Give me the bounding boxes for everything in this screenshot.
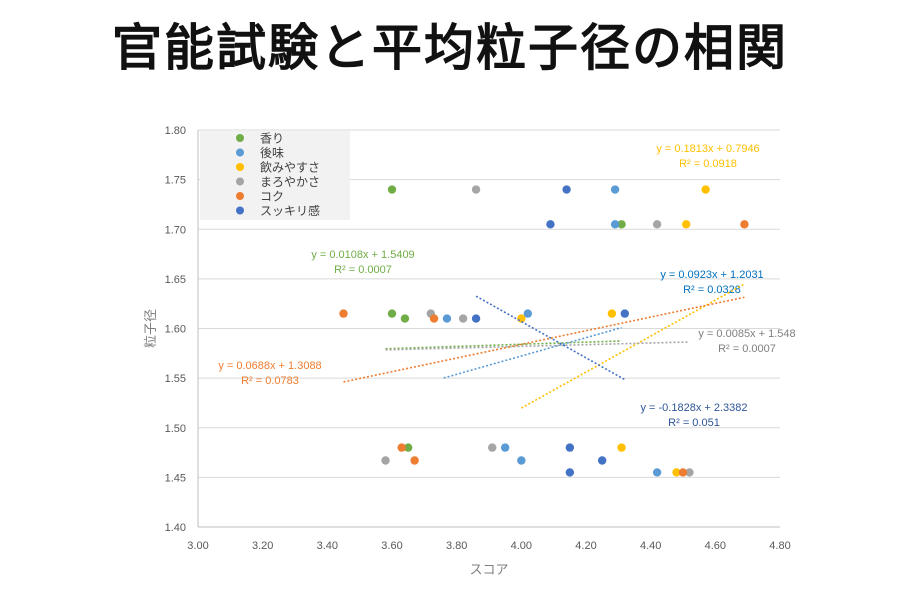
- data-point: [620, 309, 629, 318]
- data-point: [610, 220, 620, 229]
- data-point: [597, 456, 607, 465]
- x-tick-label: 3.20: [252, 540, 273, 552]
- x-axis-label: スコア: [469, 563, 508, 578]
- data-point: [403, 443, 413, 452]
- x-tick-label: 4.20: [575, 540, 596, 552]
- legend-box: [200, 131, 350, 220]
- trendline-label: y = 0.0085x + 1.548: [698, 328, 795, 340]
- x-tick-label: 3.60: [381, 540, 402, 552]
- data-point: [471, 185, 481, 194]
- legend-marker: [236, 177, 244, 186]
- y-tick-label: 1.70: [165, 224, 186, 236]
- data-point: [672, 468, 681, 477]
- trendline-label: R² = 0.0783: [241, 375, 299, 387]
- y-tick-label: 1.80: [165, 125, 186, 137]
- data-point: [701, 185, 710, 194]
- legend-label: 後味: [260, 146, 284, 160]
- data-point: [652, 220, 662, 229]
- data-point: [678, 468, 688, 477]
- trendline-label: y = 0.0688x + 1.3088: [218, 360, 321, 372]
- x-tick-label: 4.00: [511, 540, 532, 552]
- data-point: [410, 456, 419, 465]
- legend-marker: [236, 192, 244, 200]
- data-point: [387, 309, 397, 318]
- data-point: [652, 468, 662, 477]
- x-tick-label: 4.80: [769, 540, 790, 552]
- data-point: [442, 314, 452, 323]
- x-tick-label: 3.00: [187, 540, 208, 552]
- data-point: [397, 443, 406, 452]
- trendline: [443, 326, 622, 379]
- trendline-label: R² = 0.0328: [683, 284, 741, 296]
- legend-label: 飲みやすさ: [260, 160, 320, 175]
- trendline-label: R² = 0.0918: [679, 158, 737, 170]
- data-point: [500, 443, 510, 452]
- trendline-label: y = 0.0108x + 1.5409: [311, 249, 414, 261]
- trendline-label: R² = 0.0007: [718, 343, 776, 355]
- trendline-label: R² = 0.0007: [334, 264, 392, 276]
- legend-marker: [236, 163, 244, 171]
- data-point: [517, 456, 526, 465]
- data-point: [458, 314, 468, 323]
- trendline-label: R² = 0.051: [668, 417, 720, 429]
- x-tick-label: 3.80: [446, 540, 467, 552]
- y-tick-label: 1.65: [165, 274, 186, 286]
- legend-marker: [236, 134, 244, 142]
- page-title: 官能試験と平均粒子径の相関: [112, 19, 788, 77]
- data-point: [471, 314, 481, 323]
- x-tick-label: 4.40: [640, 540, 661, 552]
- trendline-label: y = 0.1813x + 0.7946: [656, 143, 759, 155]
- x-tick-label: 4.60: [705, 540, 726, 552]
- x-tick-label: 3.40: [317, 540, 338, 552]
- data-point: [517, 314, 526, 323]
- trendline: [385, 341, 690, 351]
- trendline-label: y = 0.0923x + 1.2031: [660, 269, 763, 281]
- data-point: [387, 185, 397, 194]
- legend-marker: [236, 206, 244, 215]
- data-point: [429, 314, 439, 323]
- data-point: [607, 309, 617, 318]
- data-point: [682, 220, 691, 229]
- data-point: [400, 314, 410, 323]
- data-point: [610, 185, 620, 194]
- legend-label: スッキリ感: [260, 203, 320, 218]
- y-axis-label: 粒子径: [144, 309, 159, 348]
- data-point: [381, 456, 390, 465]
- data-point: [565, 468, 575, 477]
- y-tick-label: 1.45: [165, 472, 186, 484]
- data-point: [523, 309, 532, 318]
- data-point: [565, 443, 575, 452]
- trendline: [385, 340, 622, 350]
- y-tick-label: 1.75: [165, 175, 186, 187]
- legend-label: 香り: [260, 132, 284, 146]
- data-point: [488, 443, 497, 452]
- y-tick-label: 1.55: [165, 373, 186, 385]
- trendline: [520, 283, 745, 409]
- legend-label: まろやかさ: [260, 175, 320, 189]
- y-tick-label: 1.40: [165, 522, 186, 534]
- data-point: [546, 220, 555, 229]
- trendline: [343, 296, 745, 383]
- y-tick-label: 1.50: [165, 423, 186, 435]
- data-point: [339, 309, 348, 318]
- y-tick-label: 1.60: [165, 324, 186, 336]
- data-point: [562, 185, 571, 194]
- data-point: [740, 220, 749, 229]
- legend-label: コク: [260, 190, 284, 204]
- data-point: [617, 220, 626, 229]
- data-point: [685, 468, 694, 477]
- data-point: [617, 443, 626, 452]
- trendline-label: y = -0.1828x + 2.3382: [640, 402, 747, 414]
- legend-marker: [236, 148, 244, 157]
- trendline: [475, 295, 626, 381]
